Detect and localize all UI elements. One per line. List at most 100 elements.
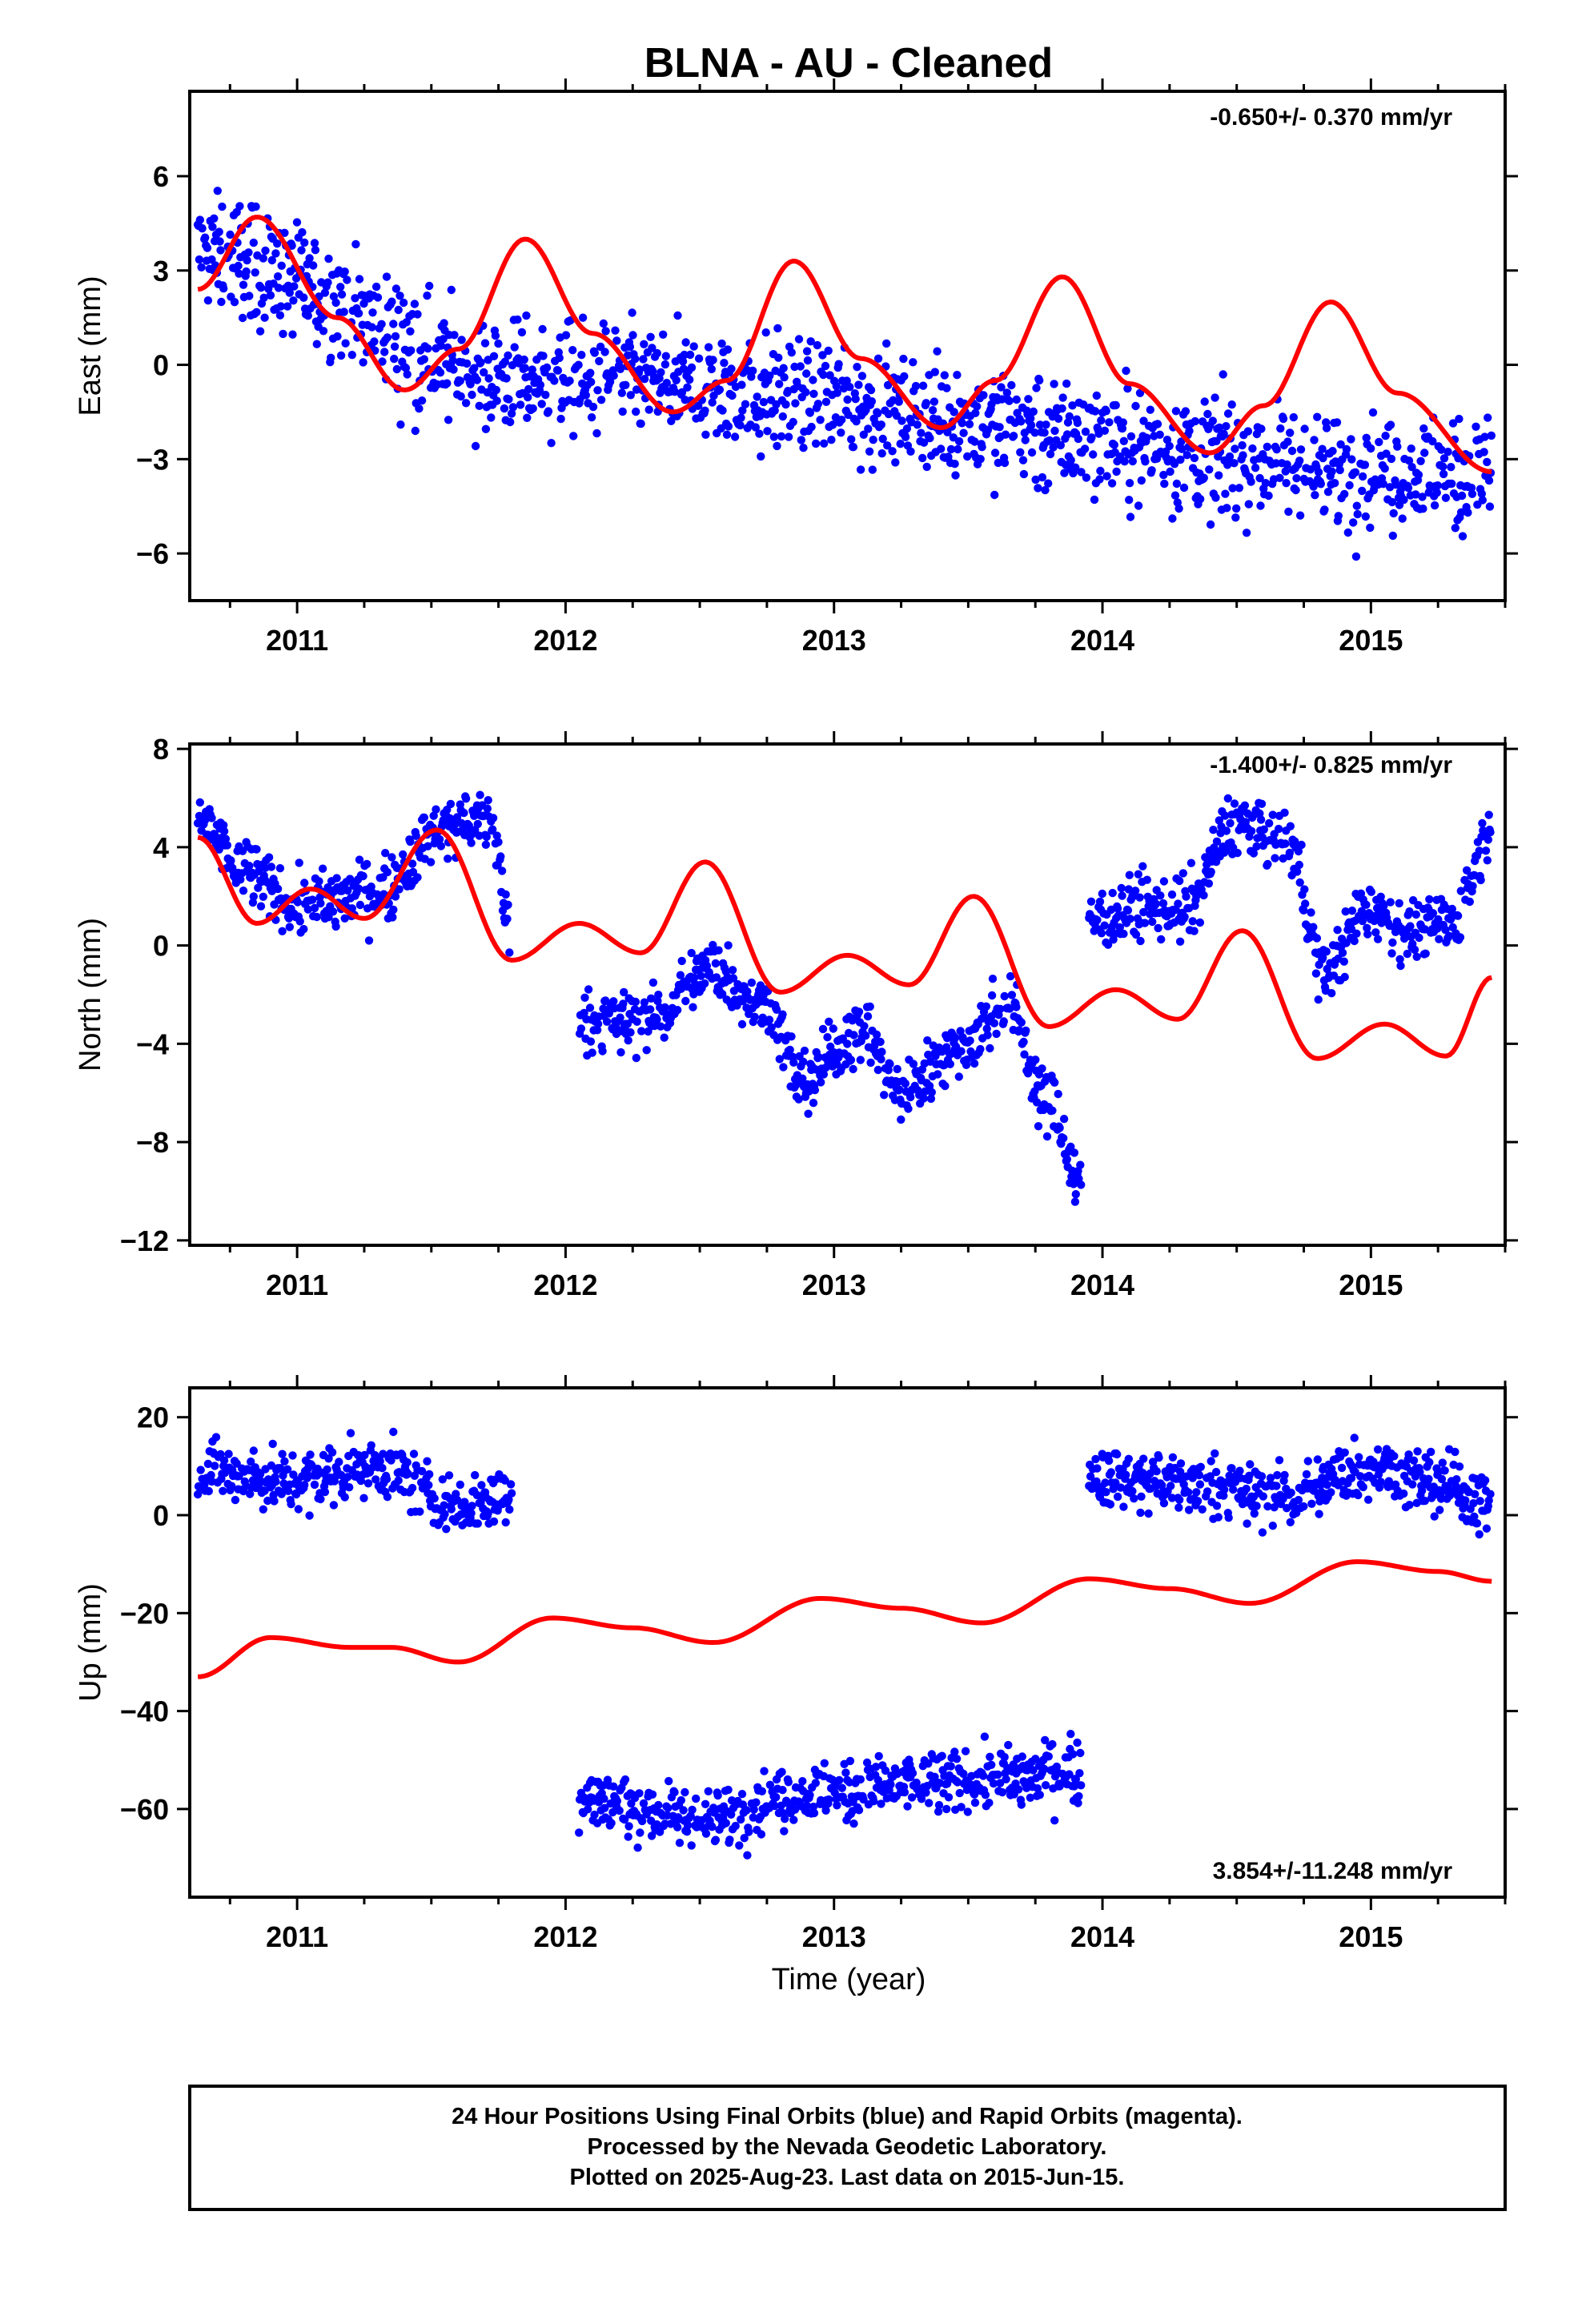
up-data-point (1068, 1750, 1078, 1759)
up-data-point (263, 1496, 272, 1506)
north-data-point (1274, 824, 1283, 834)
east-data-point (829, 420, 837, 429)
up-data-point (440, 1501, 448, 1510)
up-data-point (917, 1795, 926, 1803)
east-data-point (612, 336, 621, 345)
up-data-point (280, 1457, 289, 1466)
east-data-point (235, 269, 243, 278)
east-data-point (1066, 456, 1075, 464)
north-data-point (278, 927, 287, 936)
north-data-point (497, 866, 507, 875)
east-data-point (1456, 508, 1466, 517)
east-data-point (255, 327, 265, 336)
north-data-point (1180, 912, 1189, 922)
east-data-point (1219, 429, 1228, 438)
east-data-point (368, 308, 377, 317)
up-data-point (1440, 1466, 1449, 1475)
east-data-point (1362, 433, 1371, 442)
east-data-point (774, 353, 783, 362)
east-data-point (646, 332, 655, 341)
up-data-point (877, 1799, 885, 1808)
east-data-point (1208, 416, 1218, 425)
north-data-point (501, 890, 510, 899)
east-data-point (1232, 504, 1241, 513)
north-data-point (1126, 915, 1134, 923)
east-data-point (410, 300, 420, 308)
east-data-point (959, 428, 968, 437)
east-data-point (468, 390, 476, 400)
east-data-point (661, 360, 670, 369)
up-data-point (1299, 1502, 1308, 1511)
north-data-point (245, 862, 254, 870)
up-data-point (1350, 1433, 1359, 1442)
north-data-point (854, 1007, 864, 1016)
east-data-point (480, 339, 490, 348)
up-data-point (760, 1767, 769, 1775)
up-data-point (1484, 1496, 1493, 1505)
north-data-point (252, 845, 261, 854)
up-data-point (216, 1449, 225, 1459)
east-data-point (1345, 480, 1354, 490)
north-data-point (1475, 846, 1484, 855)
east-data-point (640, 340, 648, 348)
north-data-point (865, 1002, 874, 1011)
east-data-point (273, 239, 282, 248)
east-data-point (617, 388, 626, 397)
up-data-point (981, 1791, 990, 1799)
north-data-point (729, 987, 739, 995)
east-data-point (704, 343, 713, 352)
up-data-point (624, 1832, 632, 1841)
north-data-point (340, 914, 349, 923)
north-data-point (775, 1055, 784, 1063)
east-data-point (1181, 407, 1191, 416)
up-data-point (1376, 1478, 1385, 1486)
north-data-point (709, 940, 717, 950)
north-xtick-label: 2015 (1339, 1269, 1403, 1301)
up-data-point (489, 1517, 499, 1526)
north-data-point (1148, 917, 1157, 927)
east-data-point (389, 320, 398, 328)
east-data-point (513, 315, 522, 324)
up-data-point (765, 1780, 775, 1789)
east-data-point (1009, 432, 1018, 440)
north-data-point (1135, 893, 1144, 902)
east-data-point (489, 352, 499, 360)
up-data-point (903, 1802, 912, 1811)
north-data-point (804, 1109, 813, 1119)
up-data-point (506, 1480, 516, 1489)
east-data-point (1261, 479, 1271, 488)
up-data-point (1035, 1791, 1045, 1799)
north-data-point (814, 1052, 823, 1062)
east-data-point (539, 352, 548, 360)
north-data-point (1307, 908, 1315, 917)
up-data-point (1175, 1467, 1185, 1477)
east-data-point (811, 439, 821, 448)
up-data-point (335, 1458, 343, 1466)
north-data-point (383, 867, 392, 877)
north-data-point (1415, 933, 1423, 943)
east-data-point (1223, 504, 1231, 513)
up-data-point (985, 1799, 994, 1807)
north-data-point (714, 946, 723, 955)
up-data-point (825, 1795, 833, 1804)
north-data-point (586, 1037, 596, 1046)
east-data-point (1328, 447, 1337, 456)
east-data-point (198, 224, 207, 233)
east-data-point (439, 335, 448, 344)
north-data-point (860, 1022, 869, 1031)
east-data-point (1257, 424, 1266, 433)
north-data-point (1456, 933, 1465, 942)
north-data-point (1265, 818, 1274, 828)
up-data-point (607, 1819, 616, 1827)
east-data-point (854, 380, 863, 389)
up-data-point (740, 1834, 749, 1843)
east-data-point (1090, 407, 1100, 416)
east-data-point (813, 400, 823, 408)
north-data-point (816, 1078, 825, 1087)
east-data-point (367, 323, 376, 332)
east-data-point (1443, 448, 1452, 456)
up-data-point (1302, 1470, 1311, 1479)
east-data-point (1320, 505, 1329, 514)
north-data-point (432, 805, 440, 814)
